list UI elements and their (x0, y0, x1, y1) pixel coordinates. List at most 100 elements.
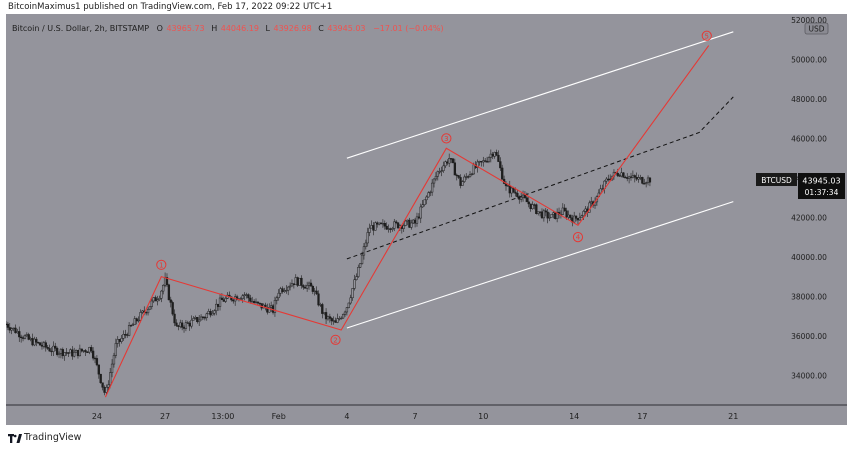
channel-upper-line (346, 31, 734, 159)
currency-badge[interactable]: USD (804, 22, 829, 35)
candle-up (251, 301, 254, 303)
candle-up (254, 301, 258, 304)
candle-down (247, 294, 250, 299)
candle-down (252, 301, 256, 303)
candle-down (235, 296, 239, 301)
candle-up (199, 316, 203, 321)
candle-up (472, 164, 475, 175)
candle-down (95, 358, 99, 366)
candle-down (616, 172, 619, 176)
candle-down (334, 320, 337, 323)
candle-down (618, 175, 621, 177)
candle-up (33, 338, 36, 346)
candle-up (415, 216, 419, 224)
candle-down (188, 322, 191, 327)
candle-up (366, 232, 369, 244)
channel-lower-line (346, 201, 734, 329)
candle-up (243, 294, 246, 296)
candle-down (38, 342, 42, 346)
y-tick-label: 46000.00 (791, 134, 827, 143)
candle-down (533, 204, 536, 206)
price-chart[interactable]: 34000.00 36000.00 38000.00 40000.00 42000.00… (4, 14, 847, 426)
candle-up (548, 217, 551, 219)
candle-up (285, 289, 288, 292)
candle-down (540, 211, 544, 219)
candle-down (508, 185, 511, 194)
y-tick-label: 52000.00 (791, 16, 827, 25)
candle-up (561, 207, 564, 215)
candle-down (563, 207, 566, 212)
candle-up (146, 309, 150, 314)
chart-legend: Bitcoin / U.S. Dollar, 2h, BITSTAMP O 43… (12, 24, 444, 33)
candle-up (279, 288, 282, 294)
candle-up (150, 300, 153, 307)
candle-up (307, 282, 311, 286)
candle-down (8, 327, 11, 331)
open-value: 43965.73 (166, 24, 204, 33)
candle-down (37, 342, 40, 344)
candle-down (44, 342, 47, 348)
candle-down (31, 338, 34, 346)
candle-up (158, 298, 161, 300)
candle-down (383, 223, 386, 227)
candle-up (631, 175, 635, 178)
candle-down (499, 161, 502, 169)
candle-down (281, 288, 284, 292)
candle-down (324, 312, 328, 320)
y-tick-label: 38000.00 (791, 292, 827, 301)
wave-marker-label: 1 (159, 261, 163, 269)
candle-up (10, 328, 13, 331)
candle-up (25, 334, 28, 337)
candle-up (364, 242, 367, 247)
candle-up (646, 177, 650, 183)
candle-down (126, 334, 129, 336)
candle-up (112, 355, 116, 365)
candle-up (338, 318, 341, 320)
candle-down (220, 297, 224, 301)
candle-up (537, 211, 540, 214)
x-tick-label: Feb (272, 412, 286, 421)
candle-up (179, 322, 182, 327)
footer: TradingView (0, 428, 850, 450)
candle-up (194, 317, 197, 319)
axes: 34000.00 36000.00 38000.00 40000.00 42000.00… (6, 16, 847, 426)
candle-down (145, 311, 148, 314)
candle-down (46, 347, 49, 349)
candle-up (580, 215, 583, 218)
candle-down (135, 318, 138, 322)
x-tick-label: 24 (92, 412, 102, 421)
candle-down (203, 317, 207, 319)
candle-up (16, 331, 19, 334)
elliott-wave-line (104, 45, 710, 398)
candle-up (360, 254, 364, 264)
candle-down (459, 177, 462, 186)
candle-down (641, 177, 644, 184)
candle-down (311, 285, 314, 292)
candle-up (582, 211, 585, 217)
candle-up (160, 290, 163, 299)
candle-down (328, 316, 332, 319)
candle-down (40, 344, 44, 347)
low-label: L (265, 24, 270, 33)
candle-up (542, 210, 546, 219)
drawings[interactable]: 1 2 3 4 5 (104, 30, 734, 398)
candle-up (387, 228, 390, 230)
candle-down (317, 293, 320, 306)
candle-down (525, 197, 528, 203)
candle-up (211, 312, 214, 316)
candle-up (510, 187, 513, 194)
chart-pane[interactable]: 34000.00 36000.00 38000.00 40000.00 42000.00… (4, 14, 847, 426)
candle-up (275, 297, 278, 301)
candles (4, 149, 652, 396)
candle-up (74, 350, 78, 353)
candle-up (487, 157, 491, 162)
candle-down (315, 290, 318, 295)
candle-up (425, 196, 428, 201)
candle-up (287, 286, 290, 291)
candle-down (330, 318, 333, 322)
candle-up (478, 161, 481, 163)
candle-up (368, 227, 371, 233)
candle-up (601, 188, 604, 190)
candle-down (124, 334, 127, 336)
candle-down (222, 299, 225, 302)
